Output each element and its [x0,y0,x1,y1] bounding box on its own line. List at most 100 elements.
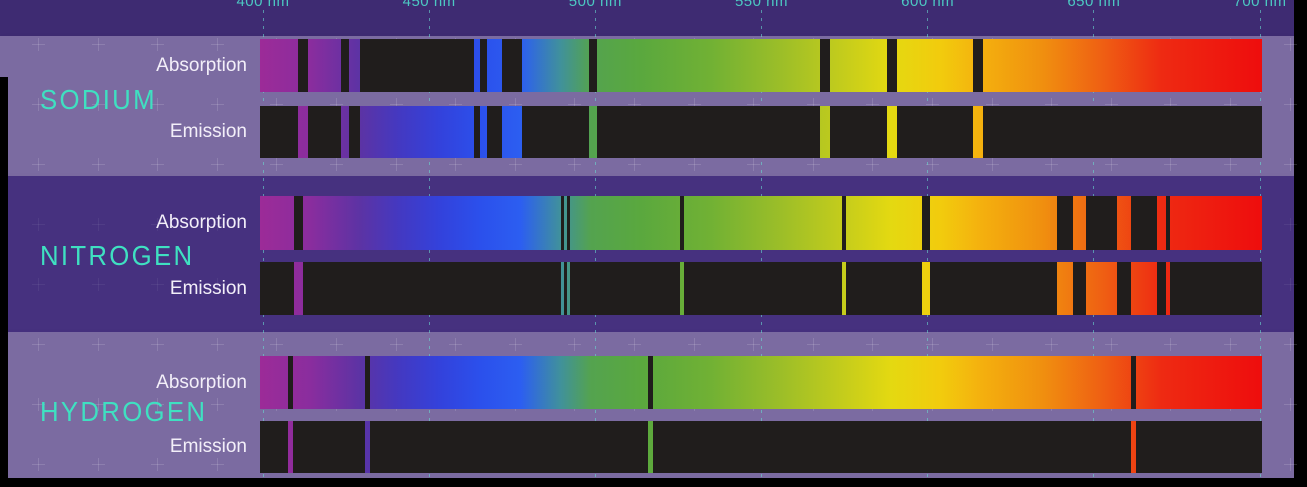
row-label-absorption: Absorption [156,371,247,393]
emission-line [297,106,308,158]
plus-mark [91,98,105,111]
emission-line [567,262,571,315]
plus-mark [926,158,939,171]
plus-mark [866,158,880,171]
axis-tick-label: 700 nm [1233,0,1287,10]
absorption-line [841,196,846,250]
plus-mark [91,38,105,51]
hydrogen-absorption-spectrum-bar [260,356,1262,409]
plus-mark [210,158,224,171]
plus-mark [210,398,224,411]
plus-mark [1164,158,1178,171]
plus-mark [210,98,224,111]
emission-line [293,262,303,315]
plus-mark [985,158,999,171]
absorption-line [1165,196,1170,250]
plus-mark [330,158,343,171]
plus-mark [687,338,701,351]
plus-mark [1283,338,1297,351]
plus-mark [985,338,999,351]
plus-mark [1283,218,1297,231]
plus-mark [687,158,701,171]
plus-mark [32,338,45,351]
absorption-line [501,39,522,92]
plus-mark [568,158,582,171]
plus-mark [151,398,165,411]
plus-mark [1104,158,1118,171]
absorption-line [365,356,370,409]
plus-mark [91,338,105,351]
absorption-line [887,39,898,92]
plus-mark [508,98,522,111]
plus-mark [866,98,880,111]
emission-line [1131,262,1157,315]
plus-mark [151,98,165,111]
plus-mark [866,338,880,351]
plus-mark [330,98,343,111]
plus-mark [32,278,45,291]
plus-mark [1045,338,1059,351]
emission-line [820,106,830,158]
plus-mark [32,218,45,231]
element-label-nitrogen: NITROGEN [40,240,195,271]
plus-mark [747,338,761,351]
plus-mark [1283,38,1297,51]
plus-mark [806,158,820,171]
absorption-line [341,39,350,92]
plus-mark [210,338,224,351]
axis-tick-label: 500 nm [568,0,622,10]
plus-mark [151,278,165,291]
emission-line [561,262,565,315]
plus-mark [270,98,284,111]
plus-mark [1283,98,1297,111]
absorption-line [1056,196,1073,250]
plus-mark [151,38,165,51]
element-label-hydrogen: HYDROGEN [40,396,208,427]
axis-tick-label: 450 nm [402,0,456,10]
plus-mark [270,158,284,171]
plus-mark [1164,338,1178,351]
plus-mark [628,158,641,171]
nitrogen-emission-spectrum-bar [260,262,1262,315]
plus-mark [747,158,761,171]
plus-mark [1045,158,1059,171]
plus-mark [1164,98,1178,111]
wavelength-axis-header [0,0,1294,36]
plus-mark [91,218,105,231]
plus-mark [151,338,165,351]
plus-mark [210,458,224,471]
element-label-sodium: SODIUM [40,84,157,115]
absorption-line [1085,196,1118,250]
plus-mark [628,338,641,351]
plus-mark [1104,338,1118,351]
emission-line [501,106,522,158]
nitrogen-absorption-spectrum-bar [260,196,1262,250]
emission-line [887,106,898,158]
absorption-line [567,196,571,250]
absorption-line [922,196,930,250]
plus-mark [1283,398,1297,411]
emission-line [1085,262,1118,315]
plus-mark [926,98,939,111]
row-label-emission: Emission [169,277,247,299]
emission-line [365,421,370,473]
plus-mark [1104,98,1118,111]
plus-mark [32,98,45,111]
plus-mark [91,458,105,471]
row-label-emission: Emission [169,121,247,142]
emission-line [1056,262,1073,315]
emission-line [841,262,846,315]
absorption-line [647,356,653,409]
row-label-absorption: Absorption [156,212,247,233]
emission-line [972,106,983,158]
plus-mark [32,38,45,51]
absorption-line [360,39,475,92]
plus-mark [1283,278,1297,291]
plus-mark [210,38,224,51]
emission-line [922,262,930,315]
axis-tick-label: 600 nm [901,0,955,10]
plus-mark [91,278,105,291]
plus-mark [1283,158,1297,171]
row-label-emission: Emission [169,436,247,457]
emission-line [287,421,293,473]
